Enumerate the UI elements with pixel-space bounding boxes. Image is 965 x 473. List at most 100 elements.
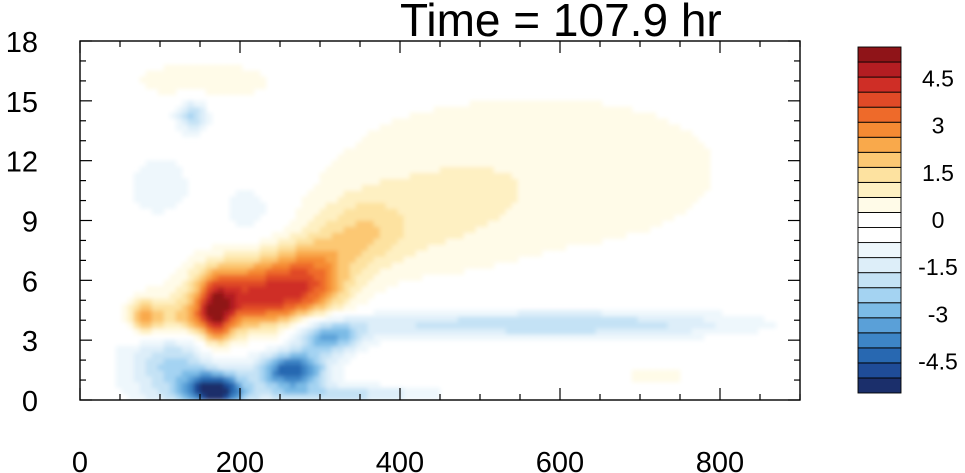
contour-cell	[247, 76, 255, 84]
contour-cell	[559, 220, 567, 227]
contour-cell	[715, 321, 723, 329]
contour-cell	[265, 369, 273, 377]
contour-cell	[253, 208, 261, 215]
contour-cell	[673, 369, 681, 377]
contour-cell	[511, 309, 519, 317]
contour-cell	[301, 345, 309, 353]
contour-cell	[127, 363, 135, 371]
contour-cell	[193, 82, 201, 90]
contour-cell	[385, 178, 393, 185]
contour-cell	[217, 64, 225, 72]
contour-cell	[487, 106, 495, 114]
contour-cell	[343, 220, 351, 227]
contour-cell	[229, 274, 237, 281]
contour-cell	[457, 118, 465, 126]
contour-cell	[673, 142, 681, 149]
contour-cell	[523, 100, 531, 108]
contour-cell	[265, 286, 273, 293]
contour-cell	[589, 112, 597, 120]
contour-cell	[439, 238, 447, 245]
contour-cell	[715, 327, 723, 335]
contour-cell	[445, 166, 453, 173]
contour-cell	[451, 190, 459, 197]
contour-cell	[247, 381, 255, 389]
contour-cell	[367, 274, 375, 281]
contour-cell	[205, 357, 213, 365]
contour-cell	[307, 238, 315, 245]
contour-cell	[529, 100, 537, 108]
contour-cell	[451, 315, 459, 323]
contour-cell	[475, 315, 483, 323]
contour-cell	[673, 184, 681, 191]
contour-cell	[367, 148, 375, 155]
contour-cell	[493, 333, 501, 341]
contour-cell	[307, 214, 315, 221]
contour-cell	[571, 309, 579, 317]
contour-cell	[559, 100, 567, 108]
contour-cell	[475, 184, 483, 191]
contour-cell	[481, 178, 489, 185]
contour-cell	[181, 64, 189, 72]
contour-cell	[139, 369, 147, 377]
contour-cell	[583, 160, 591, 167]
contour-cell	[397, 268, 405, 275]
contour-cell	[211, 250, 219, 257]
contour-cell	[385, 387, 393, 395]
contour-cell	[571, 238, 579, 245]
contour-cell	[421, 244, 429, 251]
contour-cell	[217, 274, 225, 281]
contour-cell	[217, 375, 225, 383]
contour-cell	[199, 250, 207, 257]
contour-cell	[595, 118, 603, 126]
contour-cell	[229, 309, 237, 317]
contour-cell	[223, 387, 231, 395]
contour-cell	[427, 268, 435, 275]
contour-cell	[157, 297, 165, 305]
contour-cell	[181, 309, 189, 317]
contour-cell	[451, 178, 459, 185]
contour-cell	[169, 375, 177, 383]
contour-cell	[175, 112, 183, 120]
contour-cell	[499, 172, 507, 179]
contour-cell	[595, 100, 603, 108]
y-tick-label: 12	[6, 147, 38, 179]
contour-cell	[187, 327, 195, 335]
contour-cell	[199, 100, 207, 108]
contour-cell	[553, 100, 561, 108]
contour-cell	[307, 262, 315, 269]
contour-cell	[649, 214, 657, 221]
contour-cell	[445, 196, 453, 203]
contour-cell	[487, 124, 495, 132]
contour-cell	[595, 178, 603, 185]
contour-cell	[391, 154, 399, 161]
contour-cell	[253, 292, 261, 299]
contour-cell	[691, 184, 699, 191]
contour-cell	[157, 208, 165, 215]
contour-cell	[535, 333, 543, 341]
contour-cell	[283, 280, 291, 287]
contour-cell	[607, 118, 615, 126]
contour-cell	[313, 345, 321, 353]
contour-cell	[463, 256, 471, 263]
contour-cell	[277, 292, 285, 299]
contour-cell	[319, 256, 327, 263]
contour-cell	[601, 130, 609, 138]
contour-cell	[553, 208, 561, 215]
contour-cell	[553, 327, 561, 335]
contour-cell	[565, 315, 573, 323]
contour-cell	[217, 321, 225, 329]
contour-cell	[163, 357, 171, 365]
contour-cell	[667, 136, 675, 144]
contour-cell	[295, 250, 303, 257]
contour-cell	[367, 339, 375, 347]
contour-cell	[655, 208, 663, 215]
contour-cell	[685, 190, 693, 197]
contour-cell	[643, 196, 651, 203]
contour-cell	[517, 130, 525, 138]
contour-cell	[271, 309, 279, 317]
contour-cell	[385, 172, 393, 179]
contour-cell	[577, 232, 585, 239]
contour-cell	[343, 172, 351, 179]
contour-cell	[397, 166, 405, 173]
contour-cell	[439, 214, 447, 221]
